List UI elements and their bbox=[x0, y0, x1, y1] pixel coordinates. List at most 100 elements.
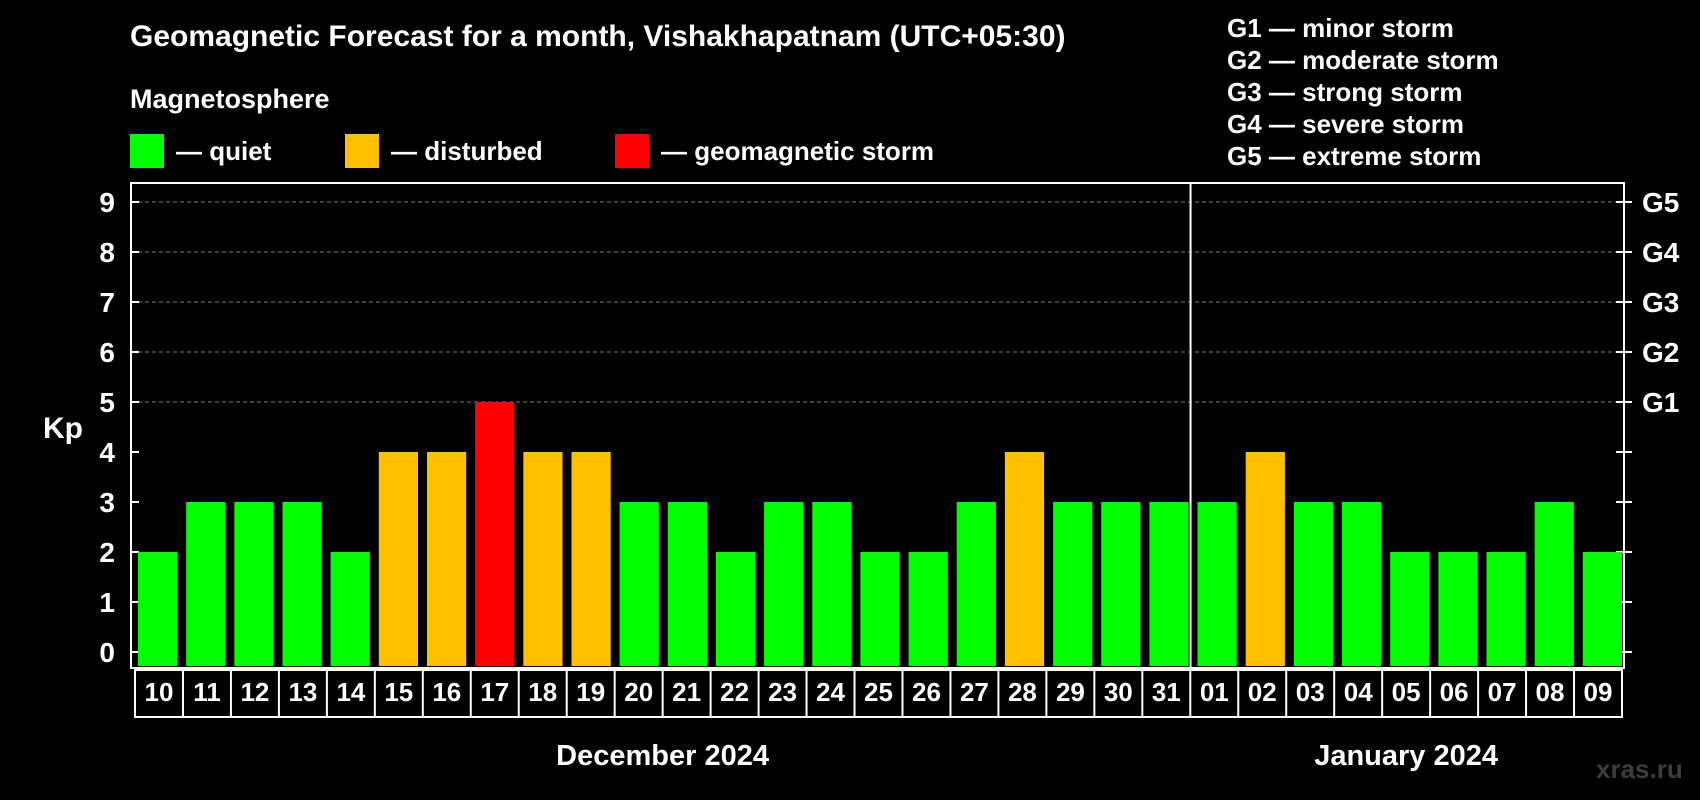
bar-21 bbox=[667, 502, 707, 666]
right-storm-label: G3 bbox=[1642, 287, 1679, 318]
bar-17 bbox=[475, 402, 515, 666]
x-tick-label-23: 23 bbox=[768, 677, 797, 707]
legend-swatch-disturbed bbox=[345, 134, 379, 168]
bar-18 bbox=[523, 452, 563, 666]
x-tick-label-09: 09 bbox=[1584, 677, 1613, 707]
y-tick-label: 3 bbox=[99, 487, 115, 518]
bar-07 bbox=[1486, 552, 1526, 666]
bar-11 bbox=[186, 502, 226, 666]
y-tick-label: 0 bbox=[99, 637, 115, 668]
x-tick-label-18: 18 bbox=[528, 677, 557, 707]
x-tick-label-21: 21 bbox=[672, 677, 701, 707]
x-tick-label-17: 17 bbox=[480, 677, 509, 707]
y-tick-label: 4 bbox=[99, 437, 115, 468]
y-tick-label: 9 bbox=[99, 187, 115, 218]
legend-disturbed: — disturbed bbox=[345, 134, 543, 168]
legend-swatch-storm bbox=[615, 134, 649, 168]
bar-10 bbox=[138, 552, 178, 666]
bar-02 bbox=[1245, 452, 1285, 666]
x-tick-label-11: 11 bbox=[193, 677, 221, 707]
y-tick-label: 1 bbox=[99, 587, 115, 618]
x-tick-label-15: 15 bbox=[384, 677, 413, 707]
bar-19 bbox=[571, 452, 611, 666]
storm-level-g1: G1 — minor storm bbox=[1227, 13, 1454, 43]
bar-31 bbox=[1149, 502, 1189, 666]
legend-label-disturbed: — disturbed bbox=[391, 135, 543, 166]
x-tick-label-08: 08 bbox=[1536, 677, 1565, 707]
chart-title: Geomagnetic Forecast for a month, Vishak… bbox=[130, 20, 1066, 53]
bar-28 bbox=[1004, 452, 1045, 666]
x-tick-label-13: 13 bbox=[288, 677, 317, 707]
x-tick-label-29: 29 bbox=[1056, 677, 1085, 707]
bar-04 bbox=[1342, 502, 1382, 666]
bar-27 bbox=[956, 502, 996, 666]
bar-23 bbox=[764, 502, 804, 666]
bar-09 bbox=[1582, 552, 1622, 666]
bar-05 bbox=[1390, 552, 1430, 666]
bar-24 bbox=[812, 502, 852, 666]
y-tick-label: 5 bbox=[99, 387, 115, 418]
bar-08 bbox=[1534, 502, 1574, 666]
x-tick-label-04: 04 bbox=[1344, 677, 1373, 707]
bar-15 bbox=[378, 452, 418, 666]
storm-level-g4: G4 — severe storm bbox=[1227, 109, 1465, 139]
date-row-frame bbox=[134, 669, 1623, 718]
bar-29 bbox=[1053, 502, 1093, 666]
bar-13 bbox=[282, 502, 322, 666]
right-storm-label: G2 bbox=[1642, 337, 1679, 368]
y-tick-label: 7 bbox=[99, 287, 115, 318]
x-tick-label-25: 25 bbox=[864, 677, 893, 707]
x-tick-label-06: 06 bbox=[1440, 677, 1469, 707]
x-tick-label-28: 28 bbox=[1008, 677, 1037, 707]
month-label-1: January 2024 bbox=[1314, 740, 1498, 772]
bar-20 bbox=[619, 502, 659, 666]
x-tick-label-26: 26 bbox=[912, 677, 941, 707]
y-tick-label: 8 bbox=[99, 237, 115, 268]
bar-01 bbox=[1197, 502, 1237, 666]
right-storm-label: G4 bbox=[1642, 237, 1680, 268]
bar-25 bbox=[860, 552, 900, 666]
x-tick-label-10: 10 bbox=[145, 677, 174, 707]
legend-label-quiet: — quiet bbox=[176, 135, 272, 166]
plot-frame bbox=[130, 182, 1625, 669]
bar-16 bbox=[427, 452, 467, 666]
y-axis-label: Kp bbox=[43, 412, 83, 445]
storm-level-g3: G3 — strong storm bbox=[1227, 77, 1463, 107]
x-tick-label-01: 01 bbox=[1200, 677, 1229, 707]
x-tick-label-30: 30 bbox=[1104, 677, 1133, 707]
x-tick-label-02: 02 bbox=[1248, 677, 1277, 707]
storm-level-list: G1 — minor storm G2 — moderate storm G3 … bbox=[1227, 12, 1499, 172]
right-storm-label: G5 bbox=[1642, 187, 1679, 218]
bar-26 bbox=[908, 552, 948, 666]
x-tick-label-07: 07 bbox=[1488, 677, 1517, 707]
y-tick-label: 6 bbox=[99, 337, 115, 368]
x-tick-label-19: 19 bbox=[576, 677, 605, 707]
x-tick-label-12: 12 bbox=[240, 677, 269, 707]
storm-level-g5: G5 — extreme storm bbox=[1227, 141, 1482, 171]
x-tick-label-05: 05 bbox=[1392, 677, 1421, 707]
x-tick-label-24: 24 bbox=[816, 677, 845, 707]
y-tick-label: 2 bbox=[99, 537, 115, 568]
x-tick-label-16: 16 bbox=[432, 677, 461, 707]
legend-swatch-quiet bbox=[130, 134, 164, 168]
storm-level-g2: G2 — moderate storm bbox=[1227, 45, 1499, 75]
x-tick-label-22: 22 bbox=[720, 677, 749, 707]
x-tick-label-27: 27 bbox=[960, 677, 989, 707]
right-storm-label: G1 bbox=[1642, 387, 1679, 418]
bar-12 bbox=[234, 502, 274, 666]
chart-subtitle: Magnetosphere bbox=[130, 84, 330, 114]
bar-30 bbox=[1101, 502, 1141, 666]
x-tick-label-31: 31 bbox=[1152, 677, 1181, 707]
x-tick-label-03: 03 bbox=[1296, 677, 1325, 707]
legend-label-storm: — geomagnetic storm bbox=[661, 135, 935, 166]
watermark: xras.ru bbox=[1596, 754, 1683, 784]
bar-06 bbox=[1438, 552, 1478, 666]
legend-quiet: — quiet bbox=[130, 134, 271, 168]
legend-storm: — geomagnetic storm bbox=[615, 134, 934, 168]
bar-03 bbox=[1293, 502, 1334, 666]
x-tick-label-14: 14 bbox=[336, 677, 365, 707]
month-label-0: December 2024 bbox=[556, 740, 769, 772]
bar-14 bbox=[330, 552, 370, 666]
bar-22 bbox=[715, 552, 756, 666]
